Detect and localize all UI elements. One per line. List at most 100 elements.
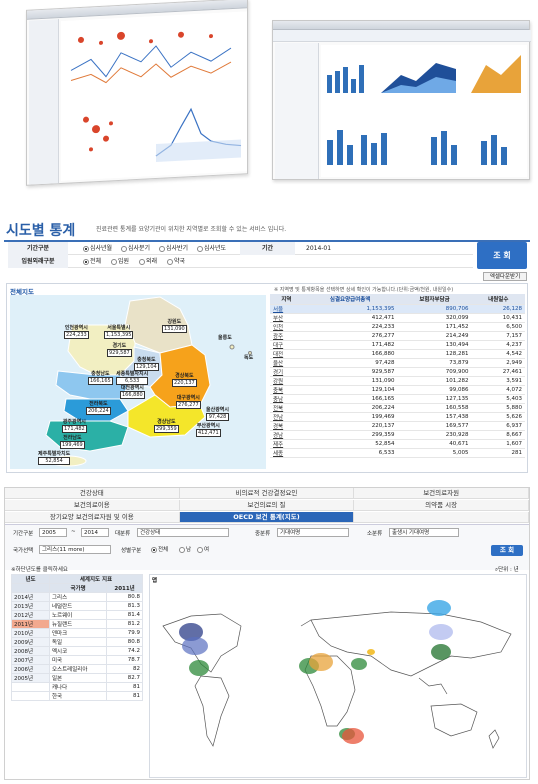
period-option-year[interactable]: 심사년도 xyxy=(197,242,226,255)
bubble-greece[interactable] xyxy=(309,653,333,671)
region-label-ulleung[interactable]: 울릉도 xyxy=(218,335,232,341)
tab-2-1[interactable]: OECD 보건 통계(지도) xyxy=(179,512,355,523)
tab-1-0[interactable]: 보건의료이용 xyxy=(5,500,180,511)
table-row[interactable]: 충남 166,165 127,135 5,403 xyxy=(270,394,525,404)
tab-0-1[interactable]: 비의료적 건강결정요인 xyxy=(179,488,355,499)
table-row[interactable]: 2010년 덴마크 79.9 xyxy=(11,628,143,638)
category-select[interactable]: 건강상태 xyxy=(137,528,229,537)
table-row[interactable]: 경북 220,137 169,577 6,937 xyxy=(270,421,525,431)
tab-0-2[interactable]: 보건의료자원 xyxy=(354,488,529,499)
region-name-cell[interactable]: 인천 xyxy=(270,322,303,332)
period-option-month[interactable]: 심사년월 xyxy=(83,242,112,255)
region-label-chungnam[interactable]: 충청남도 166,165 xyxy=(88,371,113,385)
region-name-cell[interactable]: 세종 xyxy=(270,448,303,458)
region-label-ulsan[interactable]: 울산광역시 97,428 xyxy=(206,407,230,421)
table-row[interactable]: 2008년 멕시코 74.2 xyxy=(11,646,143,656)
region-label-gyeongnam[interactable]: 경상남도 299,359 xyxy=(154,419,179,433)
table-row[interactable]: 경기 929,587 709,900 27,461 xyxy=(270,367,525,377)
table-row[interactable]: 대구 171,482 130,494 4,237 xyxy=(270,340,525,350)
bubble-new-zealand[interactable] xyxy=(342,728,364,744)
tab-1-2[interactable]: 의약품 시장 xyxy=(354,500,529,511)
table-row[interactable]: 2009년 독일 80.8 xyxy=(11,637,143,647)
inout-option-pharmacy[interactable]: 약국 xyxy=(167,255,185,268)
tab-2-0[interactable]: 장기요양 보건의료자원 및 이용 xyxy=(5,512,180,523)
bubble-germany[interactable] xyxy=(431,644,451,660)
term-value[interactable]: 2014-01 xyxy=(306,245,332,252)
region-label-daegu[interactable]: 대구광역시 276,277 xyxy=(176,395,201,409)
search-button[interactable]: 조 회 xyxy=(477,242,527,269)
region-name-cell[interactable]: 충북 xyxy=(270,385,303,395)
region-name-cell[interactable]: 경북 xyxy=(270,421,303,431)
region-label-gyeongbuk[interactable]: 경상북도 220,137 xyxy=(172,373,197,387)
table-row[interactable]: 대전 166,880 128,281 4,542 xyxy=(270,349,525,359)
table-row[interactable]: 부산 412,471 320,099 10,431 xyxy=(270,313,525,323)
table-row[interactable]: 2014년 그리스 80.8 xyxy=(11,592,143,602)
region-name-cell[interactable]: 전남 xyxy=(270,412,303,422)
region-label-gangwon[interactable]: 강원도 131,090 xyxy=(162,319,187,333)
table-row[interactable]: 캐나다 81 xyxy=(11,682,143,692)
region-label-jeonnam[interactable]: 전라남도 199,469 xyxy=(60,435,85,449)
region-name-cell[interactable]: 대구 xyxy=(270,340,303,350)
year-to-select[interactable]: 2014 xyxy=(81,528,109,537)
table-row[interactable]: 충북 129,104 99,086 4,072 xyxy=(270,385,525,395)
year-cell[interactable]: 2014년 xyxy=(11,592,50,602)
tab-0-0[interactable]: 건강상태 xyxy=(5,488,180,499)
inout-option-all[interactable]: 전체 xyxy=(83,255,101,268)
inout-option-inpatient[interactable]: 입원 xyxy=(111,255,129,268)
year-cell[interactable]: 2008년 xyxy=(11,646,50,656)
year-from-select[interactable]: 2005 xyxy=(39,528,67,537)
bubble-canada[interactable] xyxy=(179,623,203,641)
inout-option-outpatient[interactable]: 외래 xyxy=(139,255,157,268)
year-cell[interactable]: 2006년 xyxy=(11,664,50,674)
region-label-busan[interactable]: 부산광역시 412,471 xyxy=(196,423,221,437)
region-name-cell[interactable]: 광주 xyxy=(270,331,303,341)
year-cell[interactable] xyxy=(11,691,50,701)
region-label-gwangju[interactable]: 광주광역시 171,482 xyxy=(62,419,87,433)
table-row[interactable]: 2005년 일본 82.7 xyxy=(11,673,143,683)
table-row[interactable]: 강원 131,090 101,282 3,591 xyxy=(270,376,525,386)
year-cell[interactable]: 2007년 xyxy=(11,655,50,665)
tab-1-1[interactable]: 보건의료의 질 xyxy=(179,500,355,511)
year-cell[interactable]: 2005년 xyxy=(11,673,50,683)
table-row[interactable]: 2012년 노르웨이 81.4 xyxy=(11,610,143,620)
region-label-sejong[interactable]: 세종특별자치시 6,533 xyxy=(116,371,149,385)
table-row[interactable]: 한국 81 xyxy=(11,691,143,701)
table-row[interactable]: 2011년 뉴질랜드 81.2 xyxy=(11,619,143,629)
region-name-cell[interactable]: 전북 xyxy=(270,403,303,413)
region-name-cell[interactable]: 울산 xyxy=(270,358,303,368)
table-row[interactable]: 전남 199,469 157,438 5,626 xyxy=(270,412,525,422)
region-label-dokdo[interactable]: 독도 xyxy=(244,355,254,361)
region-label-chungbuk[interactable]: 충청북도 129,104 xyxy=(134,357,159,371)
gender-option-male[interactable]: 남 xyxy=(179,545,191,553)
small-category-select[interactable]: 출생시 기대여명 xyxy=(389,528,459,537)
table-row[interactable]: 서울 1,153,395 890,706 26,128 xyxy=(270,304,525,314)
region-name-cell[interactable]: 서울 xyxy=(270,304,303,314)
table-row[interactable]: 2013년 네덜란드 81.3 xyxy=(11,601,143,611)
table-row[interactable]: 울산 97,428 73,879 2,949 xyxy=(270,358,525,368)
country-select[interactable]: 그리스(11 more) xyxy=(39,545,111,554)
bubble-usa[interactable] xyxy=(182,637,208,655)
bubble-japan[interactable] xyxy=(367,649,375,655)
region-name-cell[interactable]: 강원 xyxy=(270,376,303,386)
table-row[interactable]: 인천 224,233 171,452 6,500 xyxy=(270,322,525,332)
year-cell[interactable]: 2012년 xyxy=(11,610,50,620)
region-label-gyeonggi[interactable]: 경기도 929,587 xyxy=(107,343,132,357)
table-row[interactable]: 제주 52,854 40,671 1,607 xyxy=(270,439,525,449)
mid-category-select[interactable]: 기대여명 xyxy=(277,528,349,537)
region-name-cell[interactable]: 충남 xyxy=(270,394,303,404)
bubble-denmark[interactable] xyxy=(429,624,453,640)
year-cell[interactable]: 2010년 xyxy=(11,628,50,638)
table-row[interactable]: 경남 299,359 230,928 8,667 xyxy=(270,430,525,440)
region-label-incheon[interactable]: 인천광역시 224,233 xyxy=(64,325,89,339)
bubble-norway[interactable] xyxy=(427,600,451,616)
region-label-seoul[interactable]: 서울특별시 1,153,395 xyxy=(104,325,134,339)
year-cell[interactable]: 2009년 xyxy=(11,637,50,647)
year-cell[interactable] xyxy=(11,682,50,692)
region-label-jeonbuk[interactable]: 전라북도 206,224 xyxy=(86,401,111,415)
table-row[interactable]: 2007년 미국 78.7 xyxy=(11,655,143,665)
world-map[interactable] xyxy=(151,586,525,776)
region-label-daejeon[interactable]: 대전광역시 166,880 xyxy=(120,385,145,399)
bubble-mexico[interactable] xyxy=(189,660,209,676)
table-row[interactable]: 세종 6,533 5,005 281 xyxy=(270,448,525,458)
region-name-cell[interactable]: 제주 xyxy=(270,439,303,449)
